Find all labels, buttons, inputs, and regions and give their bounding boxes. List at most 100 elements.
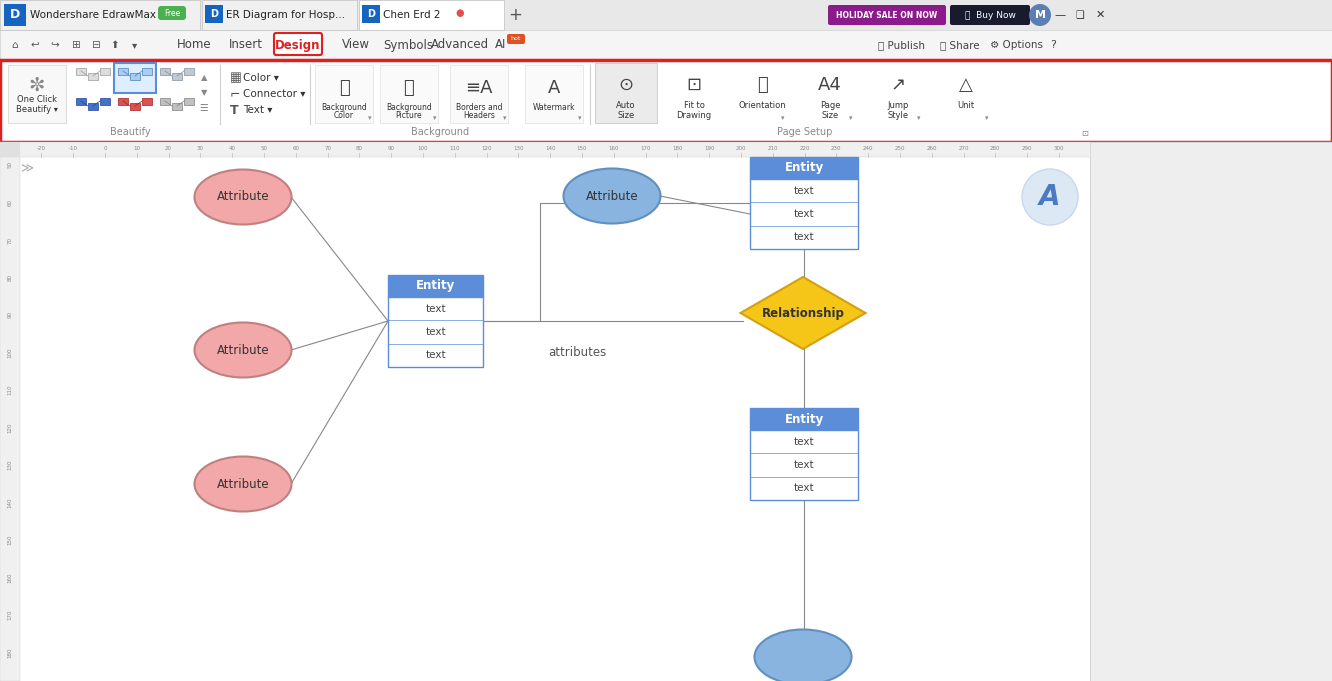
Text: Size: Size	[822, 112, 839, 121]
Text: 20: 20	[165, 146, 172, 151]
FancyBboxPatch shape	[829, 5, 946, 25]
Bar	[202, 0, 357, 30]
Text: ⊞: ⊞	[71, 40, 80, 50]
Text: Orientation: Orientation	[738, 101, 786, 110]
Bar	[380, 65, 438, 123]
Text: D: D	[368, 9, 376, 19]
Text: ⊟: ⊟	[91, 40, 100, 50]
Text: Jump: Jump	[887, 101, 908, 110]
Text: View: View	[342, 39, 370, 52]
Text: 30: 30	[197, 146, 204, 151]
Text: 70: 70	[8, 236, 12, 244]
Text: Attribute: Attribute	[217, 477, 269, 490]
Polygon shape	[741, 277, 866, 349]
Text: text: text	[794, 209, 814, 219]
Bar	[119, 68, 128, 75]
Text: text: text	[425, 327, 446, 337]
Text: ⬆: ⬆	[111, 40, 120, 50]
Text: 90: 90	[388, 146, 394, 151]
Text: ↪: ↪	[51, 40, 60, 50]
Bar	[119, 98, 128, 105]
Text: Size: Size	[617, 112, 634, 121]
Text: Entity: Entity	[785, 413, 823, 426]
Bar	[143, 68, 152, 75]
Text: 60: 60	[292, 146, 300, 151]
Text: 🔔 Publish: 🔔 Publish	[878, 40, 924, 50]
Text: Picture: Picture	[396, 112, 422, 121]
Text: ☰: ☰	[200, 103, 208, 113]
Text: Attribute: Attribute	[586, 189, 638, 202]
Text: Chen Erd 2: Chen Erd 2	[384, 10, 441, 20]
Text: attributes: attributes	[547, 345, 606, 358]
Text: 170: 170	[8, 609, 12, 620]
Text: 70: 70	[324, 146, 332, 151]
Text: AI: AI	[496, 39, 506, 52]
Bar	[0, 30, 1332, 60]
Text: 60: 60	[8, 199, 12, 206]
Text: Headers: Headers	[464, 112, 496, 121]
Text: ✕: ✕	[1095, 10, 1104, 20]
Text: Page Setup: Page Setup	[778, 127, 832, 137]
Text: One Click: One Click	[17, 95, 57, 104]
Text: Design: Design	[276, 39, 321, 52]
Bar	[184, 98, 194, 105]
Text: Advanced: Advanced	[432, 39, 489, 52]
Bar	[314, 65, 373, 123]
Text: 250: 250	[895, 146, 906, 151]
Bar	[0, 157, 20, 681]
Text: T: T	[230, 104, 238, 116]
Text: Connector ▾: Connector ▾	[242, 89, 305, 99]
Text: text: text	[794, 232, 814, 242]
Text: 80: 80	[356, 146, 362, 151]
Text: Relationship: Relationship	[762, 306, 844, 319]
Bar	[388, 275, 484, 297]
Text: 100: 100	[418, 146, 429, 151]
Text: ↩: ↩	[31, 40, 40, 50]
Text: 180: 180	[673, 146, 682, 151]
Text: A: A	[547, 79, 561, 97]
Text: Attribute: Attribute	[217, 191, 269, 204]
Text: 0: 0	[104, 146, 107, 151]
Text: ▾: ▾	[503, 115, 506, 121]
Bar	[0, 142, 20, 157]
Text: Beautify: Beautify	[109, 127, 151, 137]
Text: 🛒  Buy Now: 🛒 Buy Now	[964, 10, 1015, 20]
Bar	[131, 103, 140, 110]
Text: text: text	[794, 484, 814, 493]
Text: 210: 210	[767, 146, 778, 151]
Bar	[143, 98, 152, 105]
Text: 40: 40	[229, 146, 236, 151]
Text: text: text	[425, 350, 446, 360]
Text: 80: 80	[8, 274, 12, 281]
Text: D: D	[9, 8, 20, 22]
FancyBboxPatch shape	[159, 6, 186, 20]
Bar	[360, 0, 503, 30]
Text: ≫: ≫	[20, 163, 33, 176]
Text: hot: hot	[510, 37, 521, 42]
Text: 170: 170	[641, 146, 651, 151]
Bar	[172, 103, 182, 110]
Text: ▾: ▾	[986, 115, 988, 121]
Text: ?: ?	[1050, 40, 1056, 50]
Text: Home: Home	[177, 39, 212, 52]
Text: 110: 110	[450, 146, 460, 151]
Text: ▦: ▦	[230, 72, 241, 84]
Bar	[160, 68, 170, 75]
Text: 140: 140	[8, 497, 12, 508]
Text: Background: Background	[321, 103, 366, 112]
Text: △: △	[959, 76, 972, 94]
Text: 📄: 📄	[757, 76, 767, 94]
Text: HOLIDAY SALE ON NOW: HOLIDAY SALE ON NOW	[836, 10, 938, 20]
Text: text: text	[794, 186, 814, 195]
Bar	[750, 179, 858, 249]
Ellipse shape	[563, 168, 661, 223]
Text: 50: 50	[8, 161, 12, 168]
Text: 230: 230	[831, 146, 842, 151]
Text: —: —	[1055, 10, 1066, 20]
Text: Attribute: Attribute	[217, 343, 269, 356]
Text: Entity: Entity	[416, 279, 456, 293]
Text: 110: 110	[8, 385, 12, 395]
Text: Entity: Entity	[785, 161, 823, 174]
Text: ⊡: ⊡	[1082, 129, 1088, 138]
Bar	[20, 157, 1090, 681]
